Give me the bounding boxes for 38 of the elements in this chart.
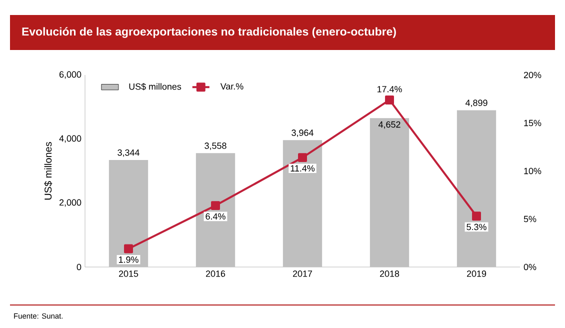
bar xyxy=(456,110,496,267)
data-label: 5.3% xyxy=(466,224,486,230)
y-tick-label: 0 xyxy=(76,264,82,270)
y2-tick-label: 0% xyxy=(524,264,536,270)
y2-tick-label: 15% xyxy=(524,120,542,126)
x-tick-label: 2019 xyxy=(466,270,486,277)
bar xyxy=(282,140,322,267)
data-label: 3,558 xyxy=(204,142,226,150)
bar xyxy=(196,153,236,267)
data-label: 11.4% xyxy=(290,165,315,172)
y2-tick-label: 20% xyxy=(524,72,542,78)
data-label: 4,652 xyxy=(378,121,400,129)
point xyxy=(124,244,133,254)
legend-label: Var.% xyxy=(220,83,244,90)
data-label: 3,344 xyxy=(118,149,140,157)
y-axis-title: US$ millones xyxy=(44,142,52,200)
bar xyxy=(108,160,148,267)
point xyxy=(298,153,307,162)
y-tick-label: 6,000 xyxy=(60,71,82,79)
data-label: 1.9% xyxy=(118,256,138,263)
point xyxy=(211,201,220,210)
data-label: 3,964 xyxy=(292,130,314,137)
legend-label: US$ millones xyxy=(129,83,182,90)
point xyxy=(385,95,394,104)
data-label: 4,899 xyxy=(465,100,488,108)
chart-title: Evolución de las agroexportaciones no tradicionales (enero-octubre) xyxy=(22,27,396,38)
y-tick-label: 2,000 xyxy=(60,199,82,207)
data-label: 17.4% xyxy=(377,86,402,92)
x-tick-label: 2018 xyxy=(380,270,400,277)
point xyxy=(472,212,481,221)
x-tick-label: 2015 xyxy=(118,270,138,277)
y2-tick-label: 5% xyxy=(524,216,536,222)
y-tick-label: 4,000 xyxy=(59,135,82,143)
data-label: 6.4% xyxy=(206,213,226,220)
y2-tick-label: 10% xyxy=(524,168,542,174)
x-tick-label: 2016 xyxy=(206,270,226,277)
x-tick-label: 2017 xyxy=(292,270,312,277)
bar xyxy=(370,118,410,267)
